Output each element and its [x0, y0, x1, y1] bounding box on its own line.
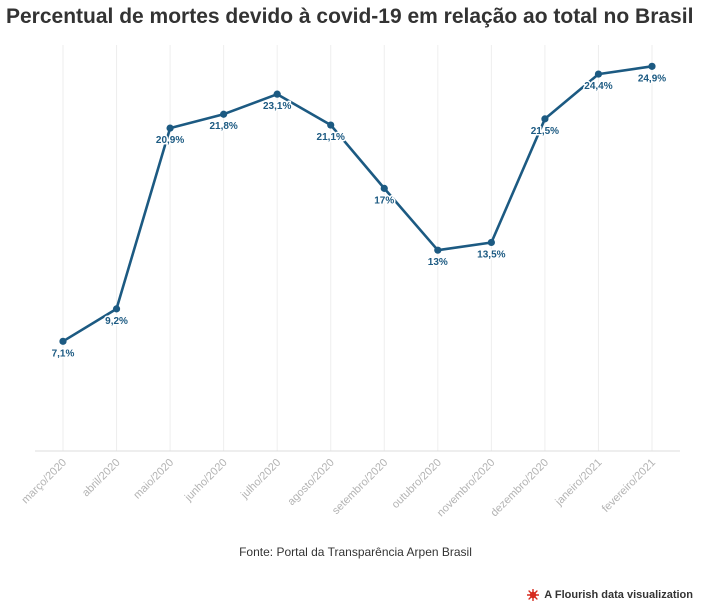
data-label-halo: 9,2%	[105, 316, 128, 327]
data-label: 9,2%	[105, 316, 128, 327]
x-tick-label: outubro/2020	[390, 457, 444, 511]
x-tick-label: maio/2020	[131, 457, 176, 502]
data-label: 20,9%	[156, 135, 184, 146]
series-line[interactable]	[62, 65, 653, 343]
data-label: 24,4%	[584, 81, 612, 92]
x-tick-label: março/2020	[20, 457, 70, 507]
chart-title: Percentual de mortes devido à covid-19 e…	[6, 5, 694, 28]
grid-lines	[62, 45, 653, 451]
x-tick-label: fevereiro/2021	[600, 457, 658, 515]
data-label-halo: 23,1%	[263, 101, 291, 112]
data-point[interactable]	[166, 124, 174, 132]
data-point[interactable]	[487, 238, 495, 247]
x-tick-label: julho/2020	[238, 457, 283, 502]
data-point[interactable]	[541, 115, 549, 123]
line-chart: março/2020 abril/2020 maio/2020 junho/2020 j…	[20, 45, 680, 520]
x-axis-tick-labels: março/2020 abril/2020 maio/2020 junho/2020 j…	[20, 457, 659, 520]
data-label-halo: 24,9%	[638, 73, 666, 84]
data-label: 7,1%	[52, 348, 75, 359]
data-label-halo: 21,5%	[531, 126, 559, 137]
data-label: 23,1%	[263, 101, 291, 112]
x-tick-label: setembro/2020	[330, 457, 390, 517]
x-tick-label: janeiro/2021	[553, 457, 605, 509]
data-label-halo: 20,9%	[156, 135, 184, 146]
data-label: 21,1%	[317, 132, 345, 143]
data-label: 24,9%	[638, 73, 666, 84]
data-point[interactable]	[648, 62, 656, 70]
flourish-credit-label: A Flourish data visualization	[544, 589, 693, 601]
data-points	[59, 62, 656, 345]
data-point[interactable]	[112, 305, 121, 313]
data-label: 21,5%	[531, 126, 559, 137]
x-tick-label: agosto/2020	[286, 457, 337, 508]
x-tick-label: dezembro/2020	[488, 457, 551, 520]
data-label-halo: 13,5%	[477, 249, 505, 260]
data-point[interactable]	[59, 337, 67, 345]
data-point[interactable]	[327, 121, 335, 129]
data-point[interactable]	[434, 246, 442, 254]
chart-source: Fonte: Portal da Transparência Arpen Bra…	[239, 545, 472, 559]
x-tick-label: junho/2020	[182, 457, 230, 505]
flourish-credit[interactable]: A Flourish data visualization	[527, 589, 693, 601]
data-labels: 7,1%7,1%9,2%9,2%20,9%20,9%21,8%21,8%23,1…	[50, 72, 668, 361]
data-label-halo: 21,8%	[209, 121, 237, 132]
data-point[interactable]	[594, 70, 603, 78]
x-tick-label: abril/2020	[80, 457, 123, 500]
data-label-halo: 17%	[374, 195, 394, 206]
data-label: 13%	[428, 257, 448, 268]
data-label-halo: 13%	[428, 257, 448, 268]
data-label: 13,5%	[477, 249, 505, 260]
data-label-halo: 21,1%	[317, 132, 345, 143]
flourish-logo-icon	[527, 589, 540, 601]
data-label: 21,8%	[209, 121, 237, 132]
data-label: 17%	[374, 195, 394, 206]
data-point[interactable]	[220, 110, 228, 118]
data-label-halo: 24,4%	[584, 81, 612, 92]
data-point[interactable]	[273, 90, 281, 98]
data-point[interactable]	[380, 184, 388, 192]
data-label-halo: 7,1%	[52, 348, 75, 359]
